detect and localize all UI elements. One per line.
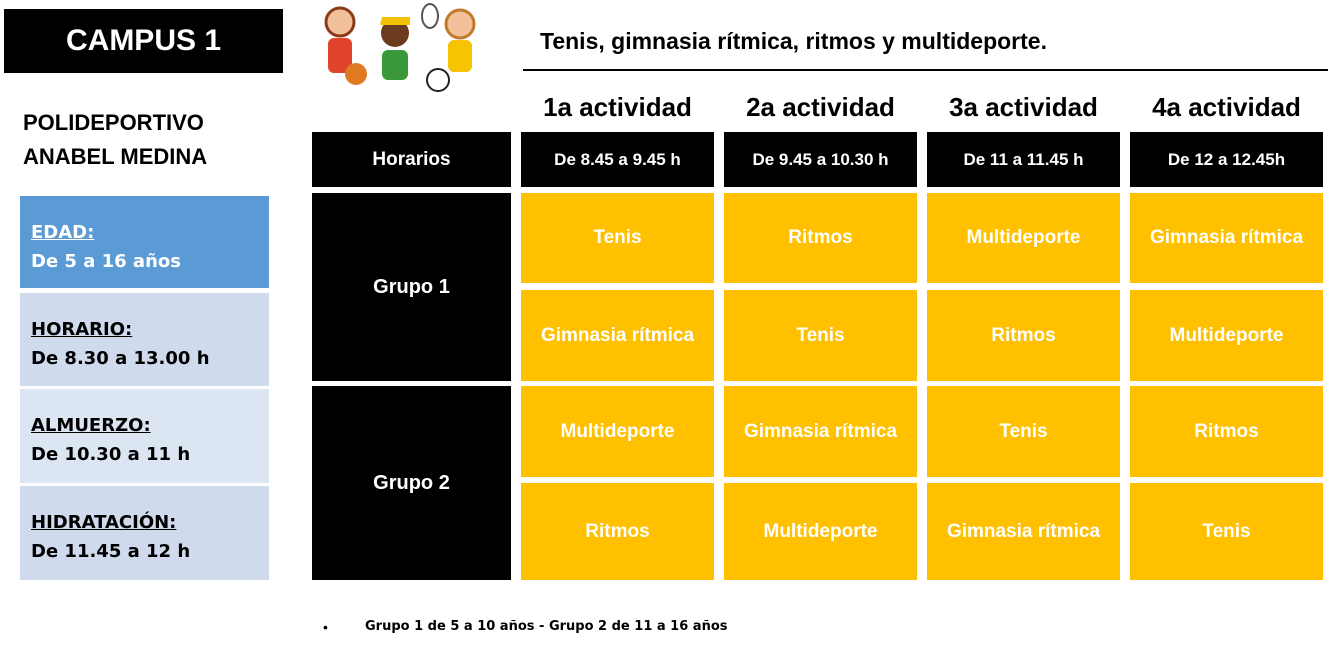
activity-cell: Multideporte	[1130, 290, 1323, 381]
activity-cell: Multideporte	[927, 193, 1120, 283]
info-box: HIDRATACIÓN: De 11.45 a 12 h	[20, 486, 269, 580]
divider	[523, 69, 1328, 71]
corner-header: Horarios	[312, 132, 511, 187]
time-slot: De 8.45 a 9.45 h	[521, 132, 714, 187]
time-slot: De 11 a 11.45 h	[927, 132, 1120, 187]
group-label: Grupo 1	[312, 193, 511, 381]
subtitle: Tenis, gimnasia rítmica, ritmos y multid…	[540, 28, 1047, 54]
bullet: •	[323, 619, 328, 635]
info-box: EDAD: De 5 a 16 años	[20, 196, 269, 288]
activity-header: 2a actividad	[746, 91, 895, 122]
activity-cell: Ritmos	[1130, 386, 1323, 477]
campus-title: CAMPUS 1	[4, 9, 283, 73]
note: Grupo 1 de 5 a 10 años - Grupo 2 de 11 a…	[365, 619, 728, 634]
time-slot: De 12 a 12.45h	[1130, 132, 1323, 187]
info-label: HORARIO:	[31, 319, 133, 340]
info-value: De 8.30 a 13.00 h	[31, 348, 210, 369]
info-value: De 10.30 a 11 h	[31, 444, 191, 465]
venue-line: ANABEL MEDINA	[23, 144, 208, 169]
activity-cell: Tenis	[1130, 483, 1323, 580]
activity-header: 1a actividad	[543, 91, 692, 122]
activity-cell: Tenis	[724, 290, 917, 381]
info-value: De 5 a 16 años	[31, 251, 181, 272]
activity-cell: Tenis	[927, 386, 1120, 477]
activity-cell: Gimnasia rítmica	[521, 290, 714, 381]
activity-cell: Multideporte	[724, 483, 917, 580]
activity-cell: Ritmos	[724, 193, 917, 283]
info-label: HIDRATACIÓN:	[31, 512, 177, 533]
activity-cell: Tenis	[521, 193, 714, 283]
venue-line: POLIDEPORTIVO	[23, 110, 204, 135]
venue: POLIDEPORTIVO ANABEL MEDINA	[23, 106, 207, 174]
activity-header: 4a actividad	[1152, 91, 1301, 122]
activity-cell: Ritmos	[927, 290, 1120, 381]
activity-cell: Multideporte	[521, 386, 714, 477]
info-label: ALMUERZO:	[31, 415, 151, 436]
info-box: HORARIO: De 8.30 a 13.00 h	[20, 293, 269, 386]
info-box: ALMUERZO: De 10.30 a 11 h	[20, 389, 269, 483]
activity-cell: Gimnasia rítmica	[927, 483, 1120, 580]
kids-illustration	[324, 3, 476, 92]
activity-cell: Gimnasia rítmica	[724, 386, 917, 477]
activity-cell: Ritmos	[521, 483, 714, 580]
group-label: Grupo 2	[312, 386, 511, 580]
info-value: De 11.45 a 12 h	[31, 541, 191, 562]
activity-cell: Gimnasia rítmica	[1130, 193, 1323, 283]
time-slot: De 9.45 a 10.30 h	[724, 132, 917, 187]
info-label: EDAD:	[31, 222, 95, 243]
activity-header: 3a actividad	[949, 91, 1098, 122]
